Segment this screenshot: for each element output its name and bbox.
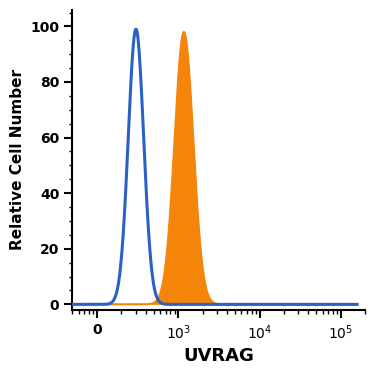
Y-axis label: Relative Cell Number: Relative Cell Number [10,69,25,251]
X-axis label: UVRAG: UVRAG [183,347,254,365]
